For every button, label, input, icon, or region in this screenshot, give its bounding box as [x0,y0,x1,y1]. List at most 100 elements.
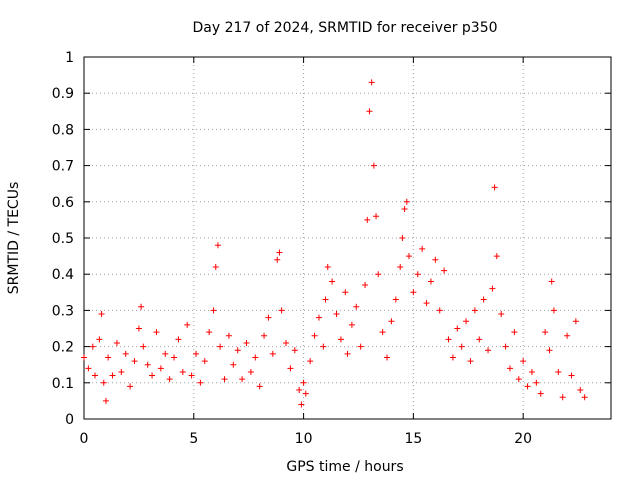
data-point [274,256,281,263]
data-point [291,347,298,354]
data-point [105,354,112,361]
data-point [283,339,290,346]
data-point [175,336,182,343]
data-point [122,350,129,357]
data-point [445,336,452,343]
x-tick-label: 15 [404,431,422,447]
data-point [144,361,151,368]
data-point [548,278,555,285]
data-point [364,216,371,223]
data-point [192,350,199,357]
y-tick-label: 0.5 [52,231,74,247]
x-tick-label: 20 [514,431,532,447]
data-point [555,368,562,375]
data-point [436,307,443,314]
data-point [138,303,145,310]
data-point [528,368,535,375]
data-point [296,387,303,394]
data-point [96,336,103,343]
data-point [252,354,259,361]
grid [84,57,611,419]
data-point [221,376,228,383]
data-point [171,354,178,361]
chart-title: Day 217 of 2024, SRMTID for receiver p35… [192,20,497,36]
data-point [127,383,134,390]
data-point [524,383,531,390]
data-point [419,245,426,252]
data-point [342,289,349,296]
data-point [423,300,430,307]
data-point [109,372,116,379]
data-point [188,372,195,379]
x-tick-label: 10 [295,431,313,447]
data-point [234,347,241,354]
data-point [324,263,331,270]
data-point [307,358,314,365]
data-point [537,390,544,397]
data-point [550,307,557,314]
data-point [91,372,98,379]
y-tick-label: 0.8 [52,122,74,138]
data-point [357,343,364,350]
data-point [441,267,448,274]
data-point [100,379,107,386]
data-point [397,263,404,270]
y-axis-label: SRMTID / TECUs [6,182,22,295]
data-point [261,332,268,339]
data-point [311,332,318,339]
data-point [247,368,254,375]
data-point [276,249,283,256]
data-point [476,336,483,343]
data-point [179,368,186,375]
data-point [515,376,522,383]
data-point [348,321,355,328]
data-point [201,358,208,365]
data-point [98,311,105,318]
data-point [166,376,173,383]
data-point [243,339,250,346]
axis-ticks: 00.10.20.30.40.50.60.70.80.910 5 10 15 20 [52,50,611,447]
data-point [256,383,263,390]
data-point [135,325,142,332]
data-point [581,394,588,401]
data-point [401,206,408,213]
data-point [333,311,340,318]
data-point [577,387,584,394]
data-point [206,329,213,336]
data-point [388,318,395,325]
data-point [384,354,391,361]
data-point [197,379,204,386]
data-point [344,350,351,357]
data-point [392,296,399,303]
data-point [322,296,329,303]
data-point [403,198,410,205]
data-point [278,307,285,314]
y-tick-label: 0.4 [52,267,74,283]
y-tick-label: 0.1 [52,376,74,392]
x-axis-label: GPS time / hours [286,459,403,475]
data-point [239,376,246,383]
data-point [502,343,509,350]
y-tick-label: 0.2 [52,340,74,356]
data-point [559,394,566,401]
data-point [298,401,305,408]
data-point [149,372,156,379]
data-point [520,358,527,365]
data-point [493,253,500,260]
y-tick-label: 0.7 [52,159,74,175]
data-point [230,361,237,368]
data-point [287,365,294,372]
data-point [102,397,109,404]
data-point [373,213,380,220]
data-point [113,339,120,346]
data-point [302,390,309,397]
data-point [162,350,169,357]
y-tick-label: 0.6 [52,195,74,211]
data-point [265,314,272,321]
data-point [454,325,461,332]
data-point [427,278,434,285]
data-point [463,318,470,325]
data-point [410,289,417,296]
data-point [370,162,377,169]
data-point [184,321,191,328]
